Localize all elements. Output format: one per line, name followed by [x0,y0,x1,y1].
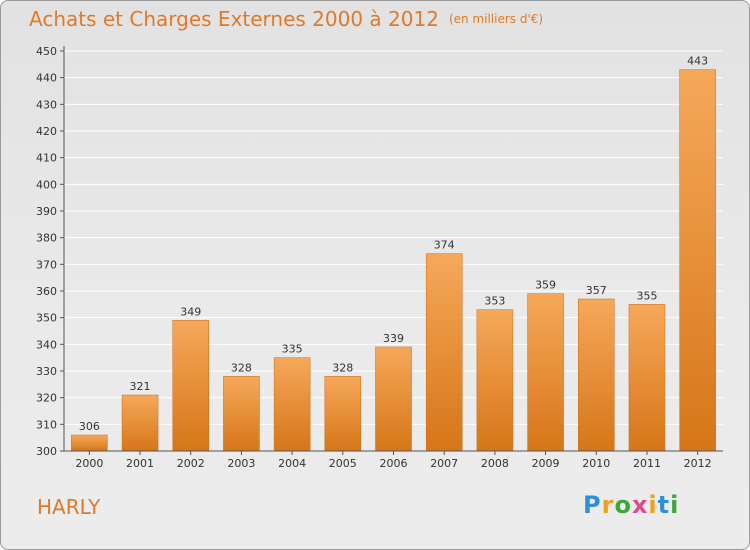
y-tick-label: 450 [36,45,57,58]
bar-2010 [578,298,615,452]
y-tick-label: 300 [36,445,57,458]
value-label-2003: 328 [231,361,252,374]
bar-2012 [679,69,716,452]
y-tick-label: 360 [36,285,57,298]
chart-title: Achats et Charges Externes 2000 à 2012 (e… [29,7,543,31]
bars [71,69,716,452]
y-tick-label: 350 [36,312,57,325]
bar-2005 [324,376,362,452]
y-tick-label: 330 [36,365,57,378]
x-tick-label-2012: 2012 [684,457,712,470]
bar-2001 [121,394,159,452]
x-tick-label-2007: 2007 [430,457,458,470]
y-tick-label: 390 [36,205,57,218]
proxiti-logo: Proxiti [583,491,679,519]
bar-2007 [425,253,463,452]
bar-2006 [375,346,412,452]
logo-letter: i [648,491,658,519]
logo-letter: x [631,491,649,519]
value-label-2011: 355 [636,289,657,302]
value-label-2010: 357 [586,284,607,297]
value-label-2008: 353 [484,295,505,308]
commune-name: HARLY [37,495,101,519]
y-tick-label: 440 [36,72,57,85]
value-labels: 306 321 349 328 335 328 339 374 353 359 357 355 443 [79,55,708,433]
value-label-2009: 359 [535,279,556,292]
value-label-2007: 374 [434,239,455,252]
bar-2009 [527,293,564,452]
bar-2000 [71,434,108,452]
x-tick-label-2002: 2002 [177,457,205,470]
logo-letter: i [670,491,680,519]
x-tick-label-2004: 2004 [278,457,306,470]
x-tick-label-2000: 2000 [75,457,103,470]
x-tick-label-2009: 2009 [532,457,560,470]
x-tick-label-2001: 2001 [126,457,154,470]
value-label-2000: 306 [79,420,100,433]
x-tick-label-2008: 2008 [481,457,509,470]
bar-2011 [628,304,666,452]
bar-2004 [273,357,311,452]
x-tick-label-2011: 2011 [633,457,661,470]
value-label-2006: 339 [383,332,404,345]
y-tick-label: 340 [36,338,57,351]
chart-title-text: Achats et Charges Externes 2000 à 2012 [29,7,439,31]
chart-unit: (en milliers d'€) [448,12,544,26]
y-tick-label: 430 [36,98,57,111]
value-label-2012: 443 [687,55,708,68]
value-label-2005: 328 [332,361,353,374]
x-tick-label-2006: 2006 [380,457,408,470]
logo-letter: r [601,491,615,519]
value-label-2001: 321 [130,380,151,393]
y-tick-label: 380 [36,232,57,245]
bar-2002 [172,320,209,452]
y-tick-label: 310 [36,418,57,431]
bar-2003 [223,376,260,452]
x-tick-label-2010: 2010 [582,457,610,470]
y-tick-label: 400 [36,178,57,191]
x-tick-label-2003: 2003 [227,457,255,470]
logo-letter: P [583,491,602,519]
value-label-2002: 349 [180,305,201,318]
x-tick-label-2005: 2005 [329,457,357,470]
value-label-2004: 335 [282,343,303,356]
logo-letter: t [657,491,671,519]
y-tick-label: 320 [36,392,57,405]
logo-letter: o [614,491,632,519]
y-tick-label: 420 [36,125,57,138]
y-tick-label: 410 [36,152,57,165]
y-tick-label: 370 [36,258,57,271]
axes: 300 310 320 330 340 350 360 370 380 390 400 410 420 4… [36,45,723,470]
bar-2008 [476,309,514,452]
